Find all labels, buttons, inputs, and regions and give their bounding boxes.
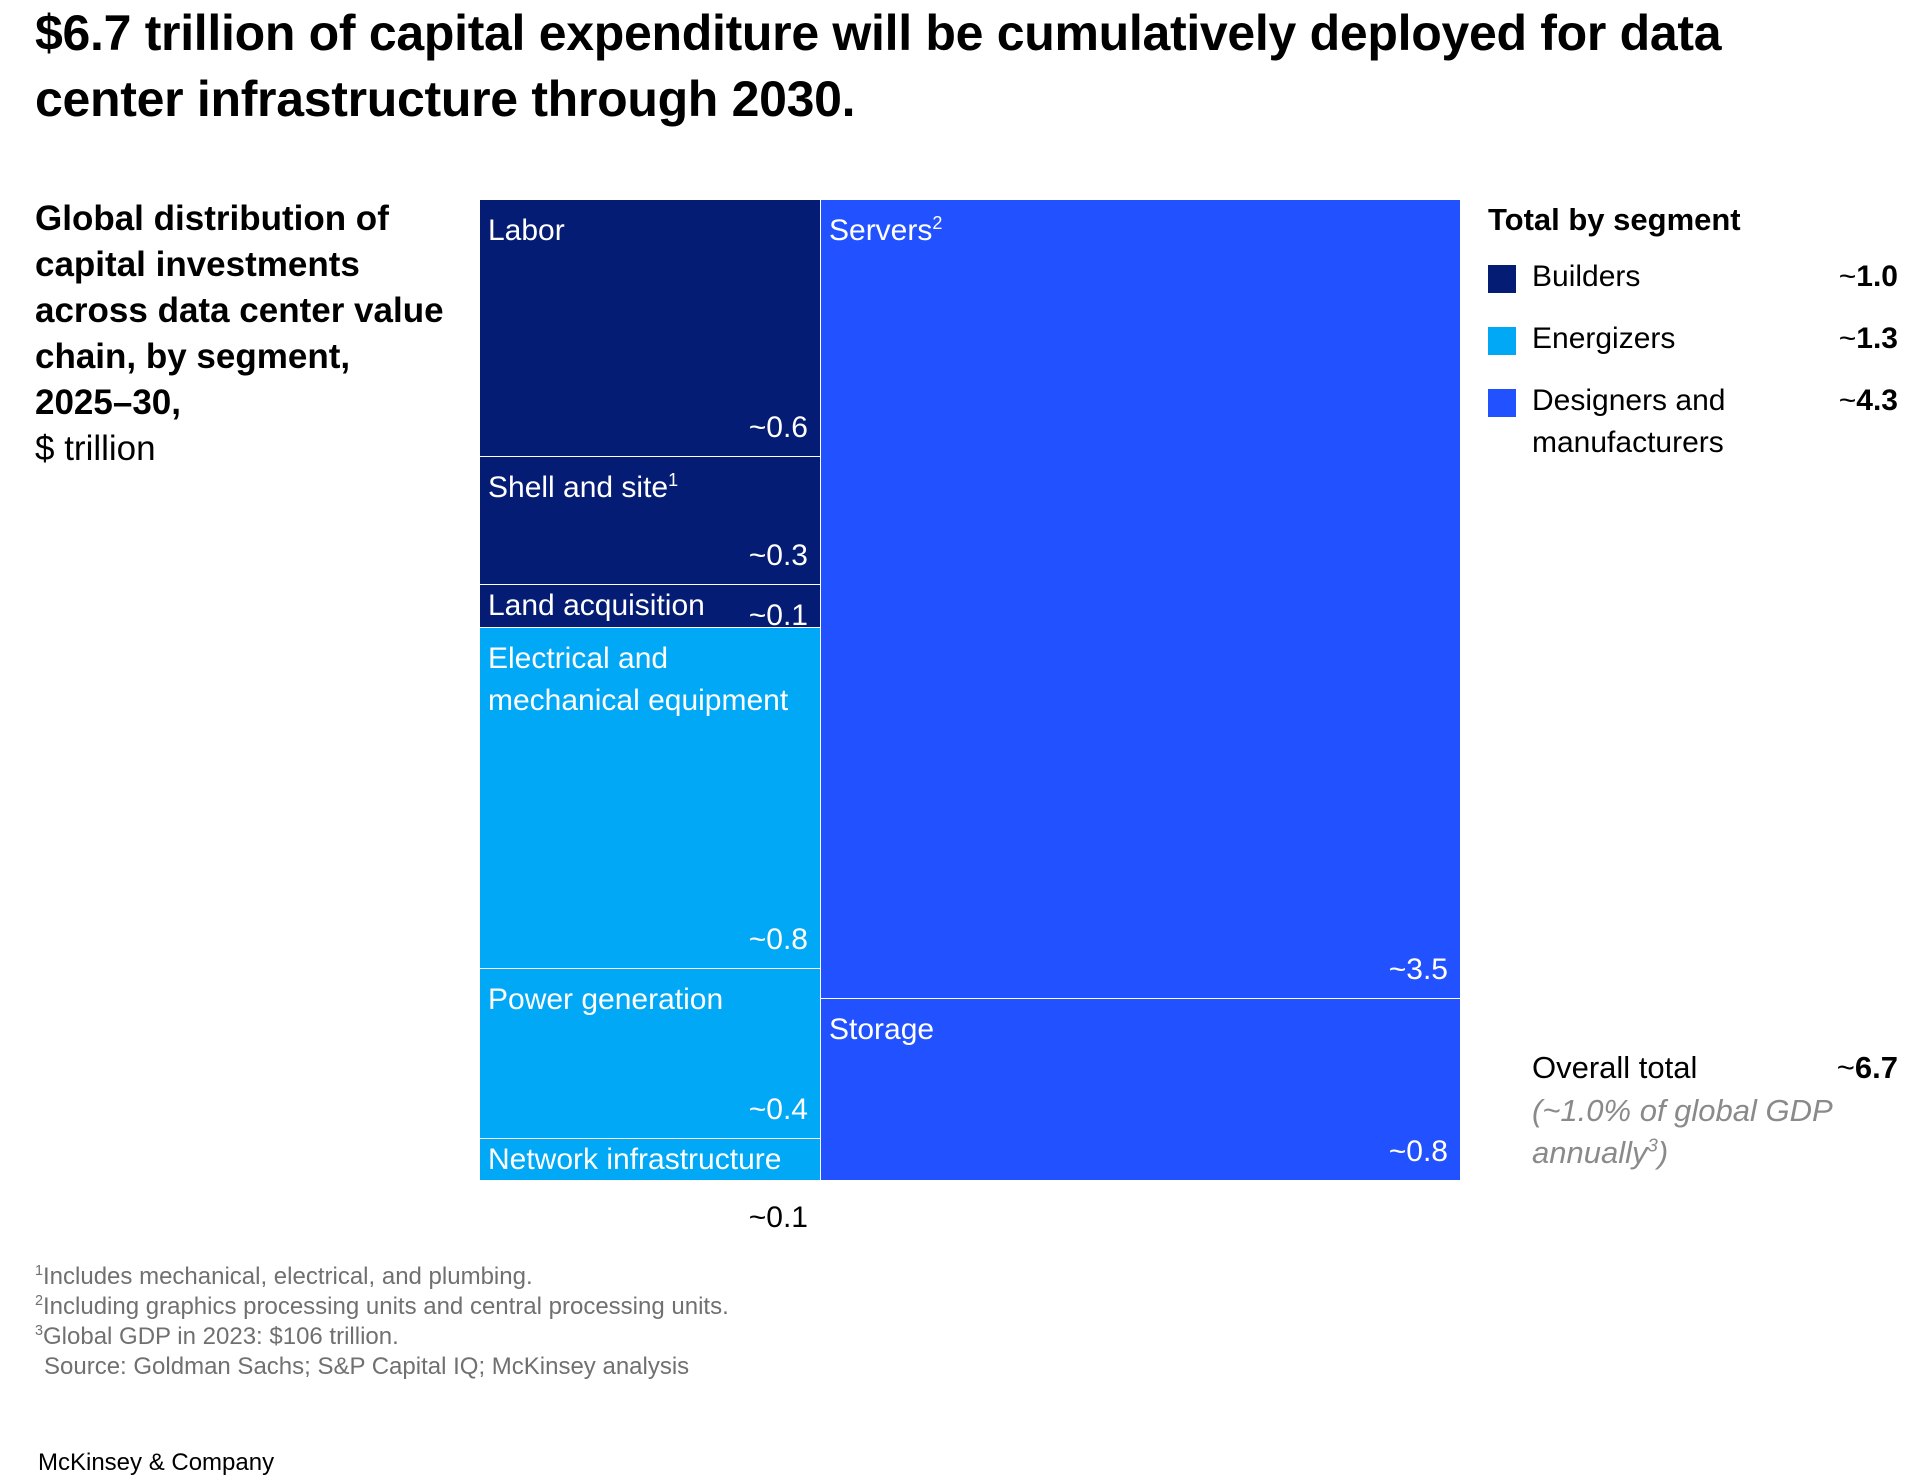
treemap-cell-shell-and-site: Shell and site1 ~0.3 xyxy=(480,456,820,584)
cell-label: Shell and site1 xyxy=(488,470,679,504)
cell-label: Electrical and mechanical equipment xyxy=(488,642,789,717)
treemap-chart: Labor ~0.6 Shell and site1 ~0.3 Land acquisi… xyxy=(480,200,1460,1234)
footnote-1: 1Includes mechanical, electrical, and pl… xyxy=(35,1263,533,1290)
treemap-cell-storage: Storage ~0.8 xyxy=(820,998,1460,1180)
legend-value: ~4.3 xyxy=(1838,384,1898,417)
builders-swatch xyxy=(1488,265,1516,293)
cell-value: ~0.8 xyxy=(1388,1135,1448,1168)
chart-headline: $6.7 trillion of capital expenditure wil… xyxy=(35,5,1722,127)
chart-subtitle: Global distribution of capital investmen… xyxy=(35,196,455,472)
unit-label: $ trillion xyxy=(35,429,156,468)
cell-value: ~0.1 xyxy=(748,1201,808,1234)
cell-value: ~3.5 xyxy=(1388,953,1448,986)
treemap-cell-servers: Servers2 ~3.5 xyxy=(820,200,1460,998)
cell-value: ~0.1 xyxy=(748,599,808,632)
treemap-cell-electrical-and-mechanical-equipment: Electrical and mechanical equipment ~0.8 xyxy=(480,627,820,968)
energizers-swatch xyxy=(1488,327,1516,355)
footnotes: 1Includes mechanical, electrical, and pl… xyxy=(35,1262,1235,1382)
footnote-2: 2Including graphics processing units and… xyxy=(35,1293,729,1320)
treemap-cell-power-generation: Power generation ~0.4 xyxy=(480,968,820,1138)
cell-label: Power generation xyxy=(488,983,724,1016)
overall-total-label: Overall total xyxy=(1532,1050,1698,1085)
treemap-cell-labor: Labor ~0.6 xyxy=(480,200,820,456)
footnote-3: 3Global GDP in 2023: $106 trillion. xyxy=(35,1323,399,1350)
cell-value: ~0.4 xyxy=(748,1093,808,1126)
treemap-cell-network-infrastructure: Network infrastructure ~0.1 xyxy=(480,1138,820,1234)
cell-value: ~0.6 xyxy=(748,411,808,444)
segment-legend: Total by segment Builders ~1.0 Energizer… xyxy=(1488,198,1898,482)
legend-name: Builders xyxy=(1532,260,1641,293)
cell-value: ~0.8 xyxy=(748,923,808,956)
overall-total: Overall total ~6.7 (~1.0% of global GDP … xyxy=(1532,1046,1898,1174)
cell-label: Network infrastructure xyxy=(488,1143,782,1176)
treemap-cell-land-acquisition: Land acquisition ~0.1 xyxy=(480,584,820,632)
cell-label: Storage xyxy=(829,1013,935,1046)
subtitle-text: Global distribution of capital investmen… xyxy=(35,199,444,422)
legend-item-energizers: Energizers ~1.3 xyxy=(1488,318,1898,362)
cell-label: Labor xyxy=(488,214,565,247)
cell-label: Land acquisition xyxy=(488,589,705,622)
brand-logo-text: McKinsey & Company xyxy=(38,1449,275,1476)
designers-swatch xyxy=(1488,389,1516,417)
legend-item-designers: Designers and manufacturers ~4.3 xyxy=(1488,380,1898,464)
source-note: Source: Goldman Sachs; S&P Capital IQ; M… xyxy=(44,1353,690,1380)
legend-title: Total by segment xyxy=(1488,202,1741,237)
overall-total-value: ~6.7 xyxy=(1836,1050,1898,1085)
legend-name: Designers and manufacturers xyxy=(1532,384,1726,459)
legend-name: Energizers xyxy=(1532,322,1676,355)
cell-label: Servers2 xyxy=(829,213,943,247)
legend-value: ~1.0 xyxy=(1838,260,1898,293)
legend-item-builders: Builders ~1.0 xyxy=(1488,256,1898,300)
cell-value: ~0.3 xyxy=(748,539,808,572)
legend-value: ~1.3 xyxy=(1838,322,1898,355)
gdp-note: (~1.0% of global GDP annually3) xyxy=(1532,1093,1832,1170)
